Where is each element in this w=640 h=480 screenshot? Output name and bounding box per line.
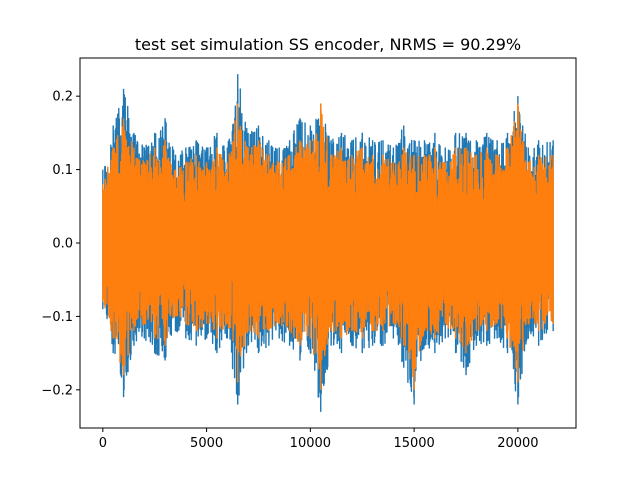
series-layer [102,74,554,412]
x-tick-label: 5000 [190,436,223,451]
y-tick-label: 0.2 [52,90,73,105]
x-tick-label: 0 [99,436,107,451]
y-tick-label: 0.1 [52,163,73,178]
x-tick-label: 10000 [290,436,331,451]
x-tick-label: 15000 [393,436,434,451]
series-line-2 [102,103,554,390]
y-tick-label: −0.1 [41,310,73,325]
y-tick-label: 0.0 [52,237,73,252]
y-tick-label: −0.2 [41,383,73,398]
x-axis: 0 5000 10000 15000 20000 [99,428,539,451]
chart-title: test set simulation SS encoder, NRMS = 9… [135,35,521,54]
y-axis: −0.2 −0.1 0.0 0.1 0.2 [41,90,80,398]
x-tick-label: 20000 [497,436,538,451]
